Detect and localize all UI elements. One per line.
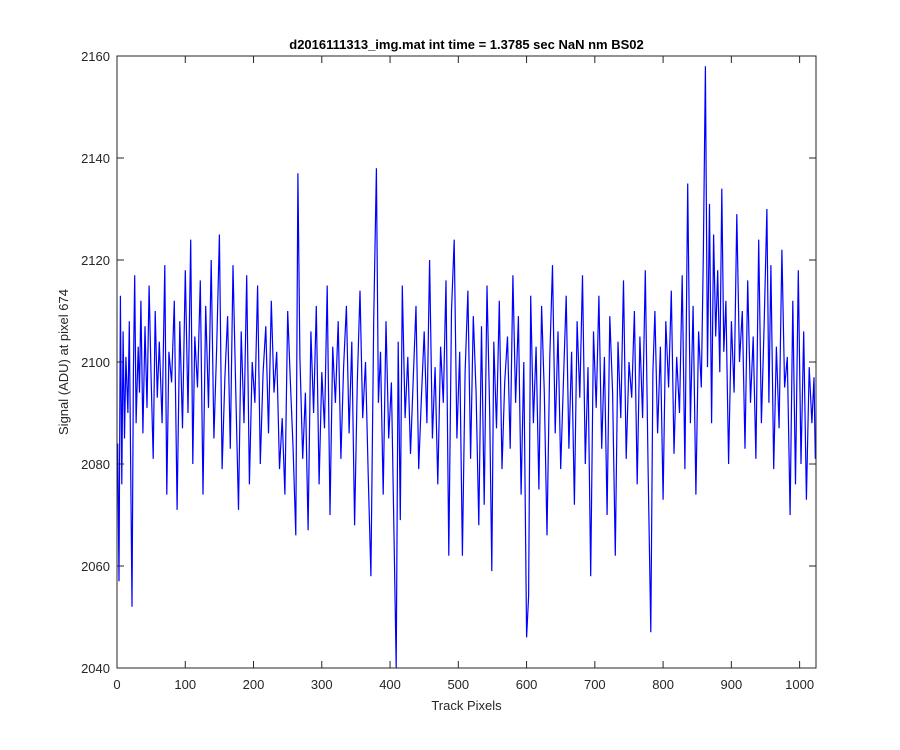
- chart-title: d2016111313_img.mat int time = 1.3785 se…: [289, 37, 643, 52]
- x-tick-label: 0: [113, 677, 120, 692]
- x-tick-label: 900: [721, 677, 743, 692]
- y-tick-label: 2080: [81, 457, 110, 472]
- x-tick-label: 1000: [785, 677, 814, 692]
- ticks-layer: 0 100 200 300 400 500 600 700 800 900 1000 2040 2060…: [81, 49, 816, 692]
- y-tick-label: 2120: [81, 253, 110, 268]
- y-tick-label: 2140: [81, 151, 110, 166]
- x-tick-label: 500: [447, 677, 469, 692]
- y-axis-label: Signal (ADU) at pixel 674: [56, 289, 71, 435]
- y-tick-label: 2060: [81, 559, 110, 574]
- series-layer: [117, 66, 816, 669]
- series-line-0: [117, 66, 816, 669]
- x-tick-label: 700: [584, 677, 606, 692]
- x-tick-label: 300: [311, 677, 333, 692]
- y-tick-label: 2160: [81, 49, 110, 64]
- y-tick-label: 2040: [81, 661, 110, 676]
- x-tick-label: 800: [652, 677, 674, 692]
- x-tick-label: 100: [174, 677, 196, 692]
- x-axis-label: Track Pixels: [431, 698, 502, 713]
- x-tick-label: 600: [516, 677, 538, 692]
- y-tick-label: 2100: [81, 355, 110, 370]
- x-tick-label: 400: [379, 677, 401, 692]
- x-tick-label: 200: [243, 677, 265, 692]
